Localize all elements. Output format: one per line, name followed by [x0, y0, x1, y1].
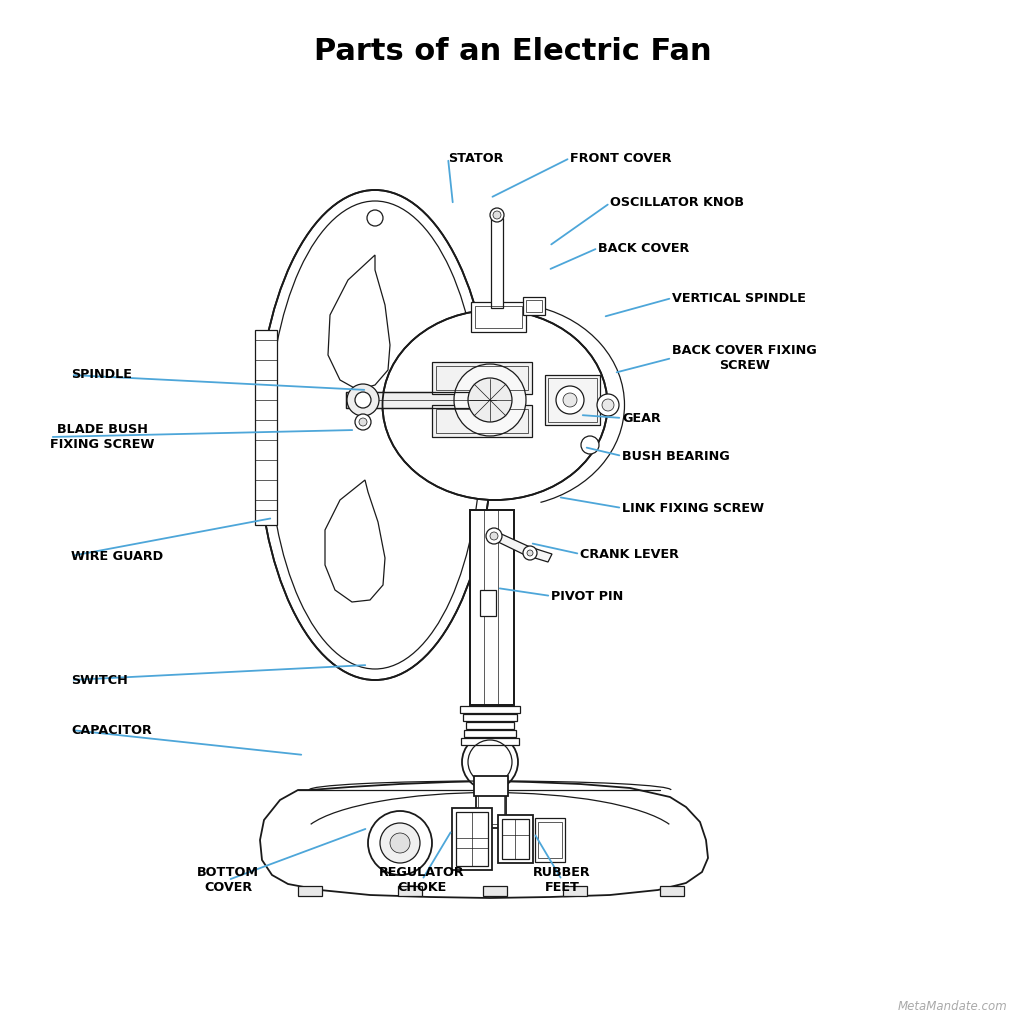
- Text: OSCILLATOR KNOB: OSCILLATOR KNOB: [610, 197, 744, 209]
- Bar: [464, 730, 516, 737]
- Bar: [460, 706, 520, 713]
- Bar: [548, 378, 597, 422]
- Polygon shape: [494, 532, 552, 562]
- Circle shape: [597, 394, 619, 416]
- Bar: [452, 808, 492, 870]
- Circle shape: [493, 211, 501, 219]
- Bar: [466, 722, 514, 729]
- Bar: [436, 366, 528, 390]
- Circle shape: [347, 384, 379, 416]
- Bar: [538, 822, 562, 858]
- Text: BOTTOM
COVER: BOTTOM COVER: [197, 866, 259, 894]
- Circle shape: [454, 364, 526, 436]
- Circle shape: [462, 734, 518, 790]
- Circle shape: [368, 811, 432, 875]
- Circle shape: [527, 550, 533, 556]
- Bar: [470, 510, 514, 705]
- Circle shape: [490, 208, 504, 222]
- Circle shape: [355, 392, 371, 408]
- Circle shape: [468, 378, 512, 422]
- Bar: [456, 812, 488, 866]
- Text: BUSH BEARING: BUSH BEARING: [622, 450, 730, 462]
- Circle shape: [490, 532, 498, 540]
- Bar: [476, 788, 506, 828]
- Text: BACK COVER: BACK COVER: [598, 242, 689, 254]
- Ellipse shape: [382, 310, 608, 500]
- Text: PIVOT PIN: PIVOT PIN: [551, 589, 623, 603]
- Ellipse shape: [257, 190, 492, 680]
- Text: SWITCH: SWITCH: [71, 673, 128, 687]
- Bar: [298, 886, 322, 896]
- Bar: [480, 590, 496, 616]
- Bar: [478, 792, 504, 824]
- Bar: [346, 392, 496, 408]
- Circle shape: [390, 833, 410, 853]
- Circle shape: [380, 823, 420, 863]
- Circle shape: [486, 528, 502, 544]
- Bar: [346, 392, 496, 408]
- Circle shape: [563, 393, 577, 407]
- Circle shape: [359, 418, 367, 426]
- Circle shape: [602, 399, 614, 411]
- Bar: [545, 375, 600, 425]
- Circle shape: [581, 436, 599, 454]
- Circle shape: [523, 546, 537, 560]
- Text: LINK FIXING SCREW: LINK FIXING SCREW: [622, 501, 764, 515]
- Circle shape: [556, 386, 584, 414]
- Text: BACK COVER FIXING
SCREW: BACK COVER FIXING SCREW: [672, 344, 817, 372]
- Bar: [474, 776, 508, 796]
- Text: VERTICAL SPINDLE: VERTICAL SPINDLE: [672, 291, 806, 304]
- Text: CRANK LEVER: CRANK LEVER: [580, 547, 679, 561]
- Circle shape: [355, 414, 371, 430]
- Bar: [563, 886, 587, 896]
- Text: RUBBER
FEET: RUBBER FEET: [533, 866, 590, 894]
- Bar: [523, 297, 545, 315]
- Text: REGULATOR
CHOKE: REGULATOR CHOKE: [379, 866, 464, 894]
- Polygon shape: [328, 255, 390, 390]
- Text: Parts of an Electric Fan: Parts of an Electric Fan: [314, 38, 711, 67]
- Text: MetaMandate.com: MetaMandate.com: [897, 1000, 1007, 1013]
- Bar: [526, 300, 542, 312]
- Bar: [502, 819, 529, 859]
- Text: FRONT COVER: FRONT COVER: [570, 152, 671, 164]
- Bar: [436, 409, 528, 433]
- Text: STATOR: STATOR: [448, 152, 503, 164]
- Text: SPINDLE: SPINDLE: [71, 369, 132, 381]
- Bar: [491, 218, 503, 308]
- Bar: [472, 302, 526, 332]
- Text: CAPACITOR: CAPACITOR: [71, 724, 152, 737]
- Bar: [254, 330, 277, 525]
- Bar: [498, 815, 533, 863]
- Bar: [483, 886, 507, 896]
- Polygon shape: [325, 480, 385, 602]
- Bar: [463, 714, 517, 721]
- Bar: [535, 818, 565, 862]
- Bar: [475, 306, 522, 328]
- Bar: [461, 738, 519, 745]
- Bar: [432, 405, 532, 437]
- Polygon shape: [260, 781, 708, 898]
- Bar: [398, 886, 422, 896]
- Bar: [660, 886, 684, 896]
- Bar: [470, 510, 514, 705]
- Bar: [432, 362, 532, 394]
- Text: BLADE BUSH
FIXING SCREW: BLADE BUSH FIXING SCREW: [50, 423, 155, 451]
- Text: GEAR: GEAR: [622, 411, 661, 424]
- Text: WIRE GUARD: WIRE GUARD: [71, 549, 163, 563]
